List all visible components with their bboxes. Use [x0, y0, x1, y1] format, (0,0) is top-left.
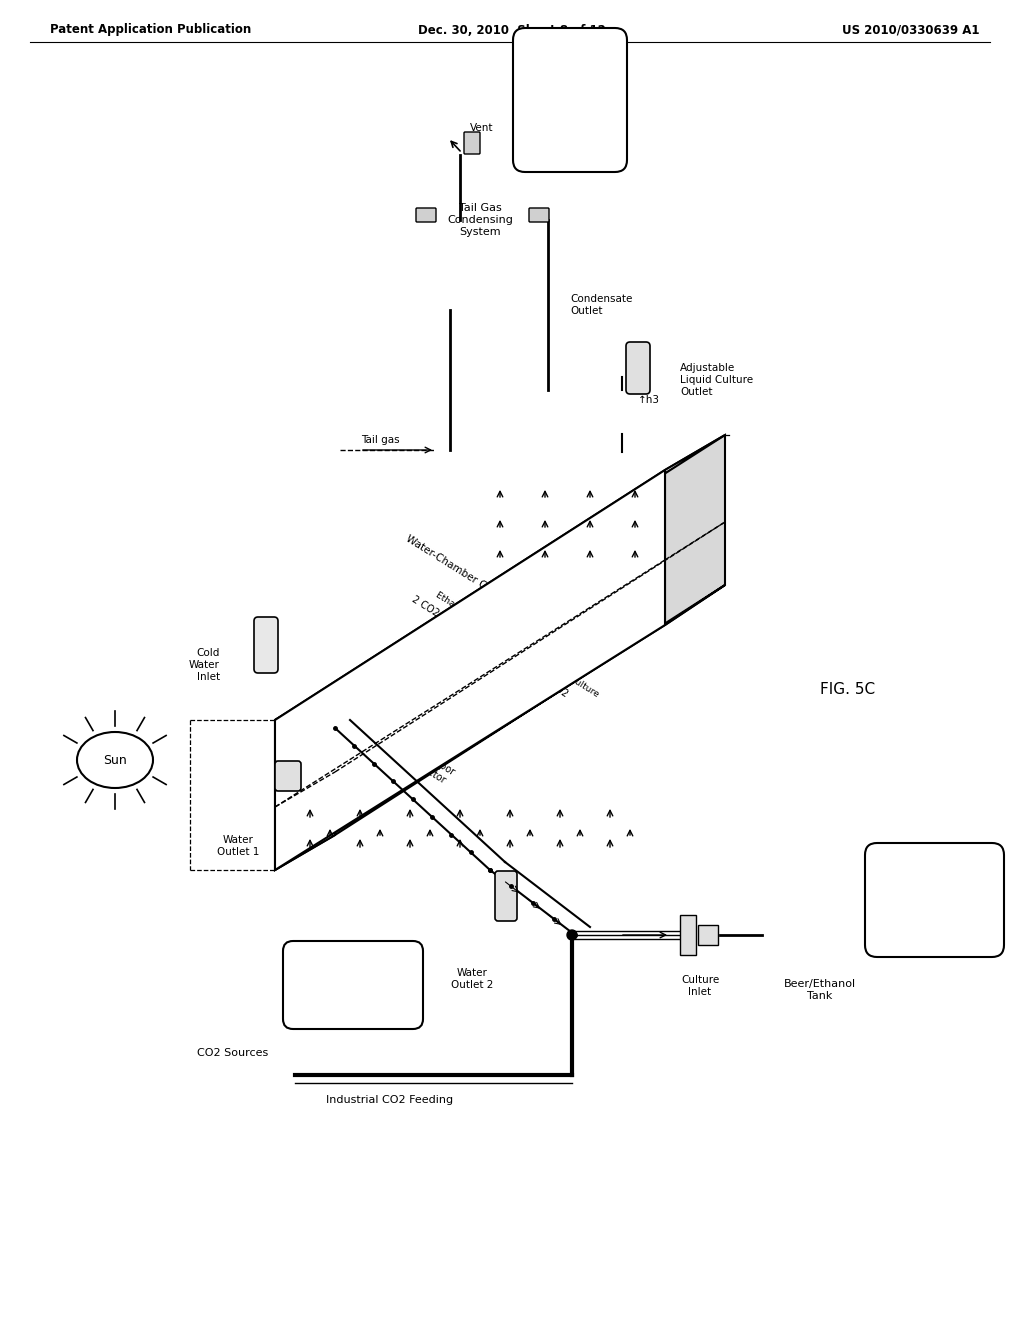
Text: Industrial CO2 Feeding: Industrial CO2 Feeding [327, 1096, 454, 1105]
Polygon shape [275, 436, 725, 719]
Text: Culture
Inlet: Culture Inlet [681, 975, 719, 997]
FancyBboxPatch shape [513, 28, 627, 172]
Text: FIG. 5C: FIG. 5C [820, 682, 876, 697]
Text: CO2 Sources: CO2 Sources [198, 1048, 268, 1059]
Polygon shape [665, 436, 725, 624]
Text: Tail gas: Tail gas [360, 436, 399, 445]
Polygon shape [275, 470, 665, 870]
FancyBboxPatch shape [275, 762, 301, 791]
FancyBboxPatch shape [626, 342, 650, 393]
Text: US 2010/0330639 A1: US 2010/0330639 A1 [843, 24, 980, 37]
Text: Cold
Water
Inlet: Cold Water Inlet [189, 648, 220, 681]
Text: Ethanol-Producing Photobiological Culture: Ethanol-Producing Photobiological Cultur… [433, 590, 600, 698]
Text: Condensate
Outlet: Condensate Outlet [570, 294, 633, 315]
Text: Photobioreactor: Photobioreactor [376, 737, 447, 787]
Text: Water-Chamber Ceiling: Water-Chamber Ceiling [404, 533, 512, 606]
Text: Dec. 30, 2010  Sheet 8 of 12: Dec. 30, 2010 Sheet 8 of 12 [418, 24, 606, 37]
FancyBboxPatch shape [283, 941, 423, 1030]
FancyBboxPatch shape [416, 209, 436, 222]
Polygon shape [275, 585, 725, 870]
FancyBboxPatch shape [865, 843, 1004, 957]
Polygon shape [275, 685, 335, 870]
Text: ↑h3: ↑h3 [638, 395, 660, 405]
Text: Water
Outlet 2: Water Outlet 2 [451, 968, 494, 990]
FancyBboxPatch shape [254, 616, 278, 673]
FancyBboxPatch shape [529, 209, 549, 222]
FancyBboxPatch shape [680, 915, 696, 954]
Text: Tail Gas
Condensing
System: Tail Gas Condensing System [447, 203, 513, 236]
Text: Vent: Vent [470, 123, 494, 133]
Text: Patent Application Publication: Patent Application Publication [50, 24, 251, 37]
Text: Ethanol Water Vapor: Ethanol Water Vapor [367, 715, 457, 777]
Circle shape [567, 931, 577, 940]
Ellipse shape [77, 733, 153, 788]
Text: Sun: Sun [103, 754, 127, 767]
Text: 2 CO2 + 3 H2O → CH3CH2OH + 3 O2: 2 CO2 + 3 H2O → CH3CH2OH + 3 O2 [410, 594, 569, 700]
Text: Water
Outlet 1: Water Outlet 1 [217, 836, 259, 857]
Text: Beer/Ethanol
Tank: Beer/Ethanol Tank [784, 979, 856, 1001]
FancyBboxPatch shape [464, 132, 480, 154]
Text: Adjustable
Liquid Culture
Outlet: Adjustable Liquid Culture Outlet [680, 363, 753, 396]
FancyBboxPatch shape [698, 925, 718, 945]
FancyBboxPatch shape [495, 871, 517, 921]
